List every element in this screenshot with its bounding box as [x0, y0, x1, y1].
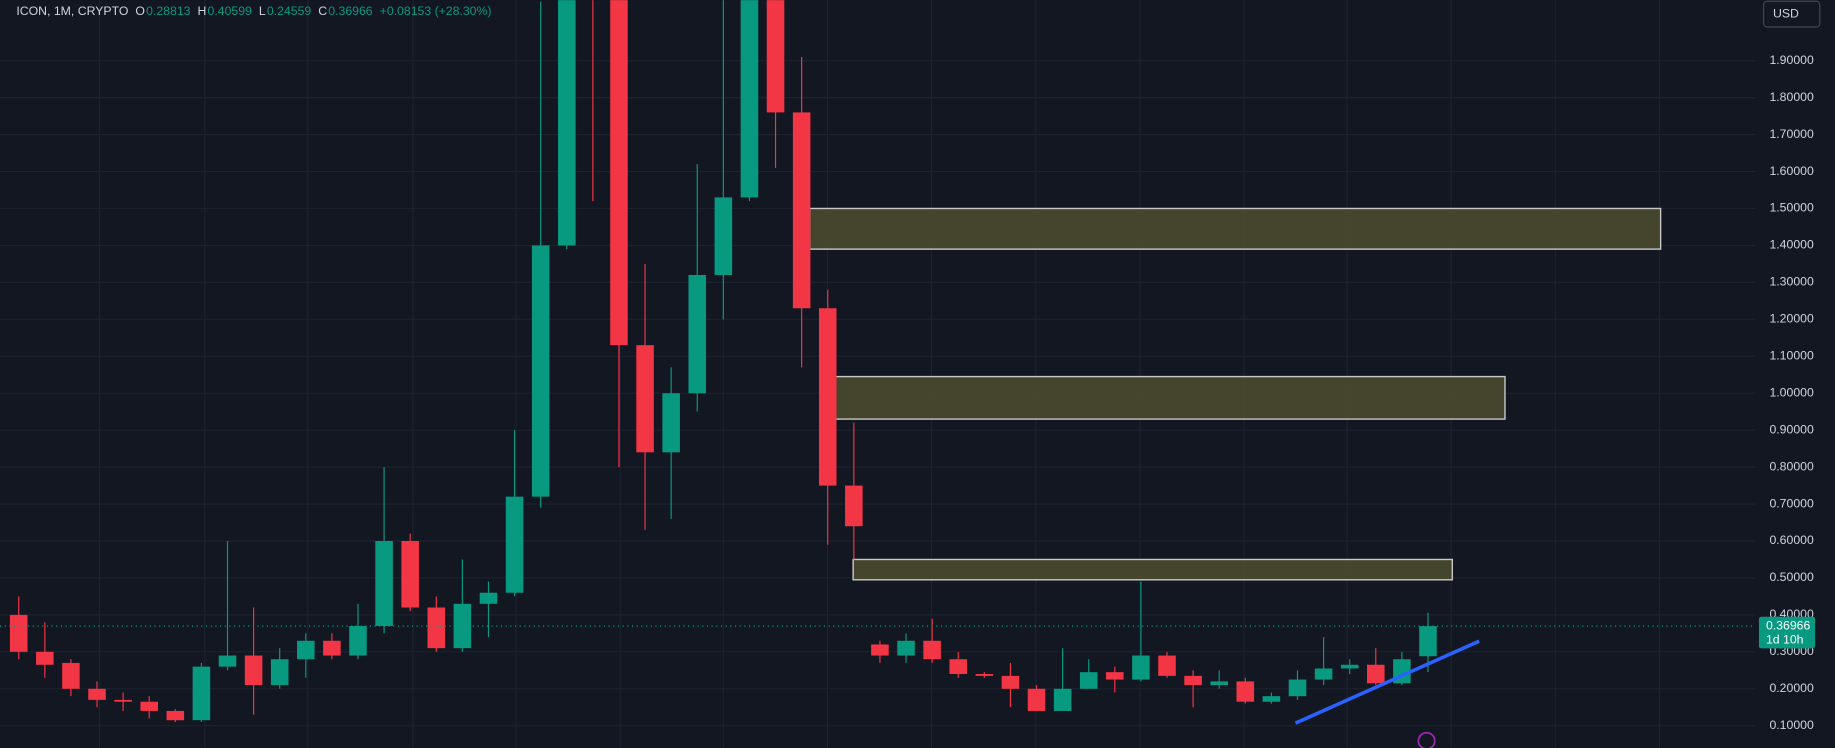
candle-body	[297, 640, 315, 660]
y-tick-label: 1.50000	[1769, 201, 1814, 215]
zone	[834, 375, 1506, 420]
ohlc-label: L	[259, 4, 266, 18]
candle-body	[1027, 688, 1046, 711]
y-tick-label: 0.80000	[1769, 459, 1814, 473]
candle-body	[845, 485, 863, 527]
candle-body	[349, 625, 367, 656]
candle-body	[36, 651, 54, 665]
candle-body	[427, 607, 446, 649]
currency-button-box[interactable]	[1763, 0, 1821, 28]
candle-body	[1419, 626, 1437, 657]
plot-area	[0, 0, 1756, 725]
candle-body	[1158, 655, 1176, 676]
ohlc-value: 0.24559	[267, 4, 312, 18]
candle-body	[166, 710, 185, 721]
candle-body	[218, 655, 237, 667]
y-tick-label: 1.30000	[1769, 275, 1814, 289]
y-tick-label: 0.10000	[1769, 718, 1814, 732]
candle-body	[62, 662, 80, 689]
ohlc-value: 0.36966	[328, 4, 373, 18]
alert-icon	[1417, 731, 1436, 748]
candle-body	[192, 666, 211, 721]
candle-body	[1236, 681, 1255, 702]
currency-label[interactable]: USD	[1773, 6, 1799, 20]
candle-body	[610, 0, 628, 346]
candle-body	[688, 274, 707, 394]
candle-body	[818, 308, 837, 486]
candle-body	[479, 592, 498, 604]
y-tick-label: 0.90000	[1769, 422, 1814, 436]
last-price-box	[1758, 616, 1816, 649]
candle-body	[557, 0, 576, 246]
candle-body	[9, 614, 28, 652]
candle-body	[270, 659, 289, 686]
trendline	[1294, 639, 1480, 725]
change: +0.08153 (+28.30%)	[380, 4, 492, 18]
zone	[809, 207, 1662, 250]
candle-body	[1288, 679, 1307, 697]
candle-body	[766, 0, 785, 113]
candle-body	[1079, 672, 1098, 689]
candle-body	[714, 197, 733, 275]
last-price-label: 0.36966	[1766, 618, 1811, 632]
candle-body	[401, 541, 419, 608]
candle-body	[1314, 668, 1333, 680]
candle-body	[114, 699, 132, 702]
candle-body	[662, 393, 680, 453]
candle-body	[244, 655, 263, 686]
candle-body	[505, 496, 524, 593]
y-tick-label: 1.70000	[1769, 127, 1814, 141]
candle-body	[1367, 664, 1385, 684]
candle-body	[949, 659, 968, 675]
candle-body	[1132, 655, 1150, 680]
candle-body	[88, 688, 106, 700]
candle-body	[1340, 664, 1359, 669]
y-tick-label: 0.70000	[1769, 496, 1814, 510]
candle-body	[897, 640, 915, 656]
candle-body	[740, 0, 759, 198]
y-tick-label: 1.00000	[1769, 385, 1814, 399]
y-tick-label: 1.80000	[1769, 90, 1814, 104]
y-tick-label: 0.50000	[1769, 570, 1814, 584]
currency-button[interactable]: USD	[1763, 0, 1821, 28]
candle-body	[453, 603, 472, 649]
countdown: 1d 10h	[1766, 632, 1804, 646]
candle-body	[1210, 681, 1228, 686]
candle-body	[140, 701, 158, 711]
y-tick-label: 0.20000	[1769, 681, 1814, 695]
candle-body	[1262, 696, 1281, 702]
ohlc-value: 0.28813	[146, 4, 191, 18]
y-tick-label: 0.60000	[1769, 533, 1814, 547]
ohlc-label: H	[198, 4, 207, 18]
candle-body	[975, 674, 994, 676]
ohlc-label: O	[135, 4, 145, 18]
candle-body	[375, 541, 393, 626]
candle-body	[1184, 675, 1202, 686]
y-tick-label: 1.10000	[1769, 349, 1814, 363]
symbol: ICON, 1M, CRYPTO	[16, 4, 128, 18]
y-tick-label: 1.60000	[1769, 164, 1814, 178]
y-tick-label: 1.20000	[1769, 312, 1814, 326]
candle-body	[1106, 672, 1124, 680]
price-axis: 0.100000.200000.300000.400000.500000.600…	[1755, 0, 1835, 748]
candle-body	[1001, 675, 1020, 689]
candle-body	[531, 245, 550, 497]
candle-body	[636, 345, 654, 453]
y-tick-label: 1.40000	[1769, 238, 1814, 252]
candle-body	[871, 644, 889, 656]
y-tick-label: 1.90000	[1769, 53, 1814, 67]
ohlc-label: C	[318, 4, 327, 18]
candle-body	[792, 112, 811, 309]
header: ICON, 1M, CRYPTO O0.28813 H0.40599 L0.24559…	[16, 4, 491, 18]
candle-body	[323, 640, 341, 656]
candle-body	[923, 640, 941, 660]
ohlc-value: 0.40599	[208, 4, 253, 18]
candle-body	[1053, 688, 1072, 711]
zone	[852, 558, 1454, 581]
